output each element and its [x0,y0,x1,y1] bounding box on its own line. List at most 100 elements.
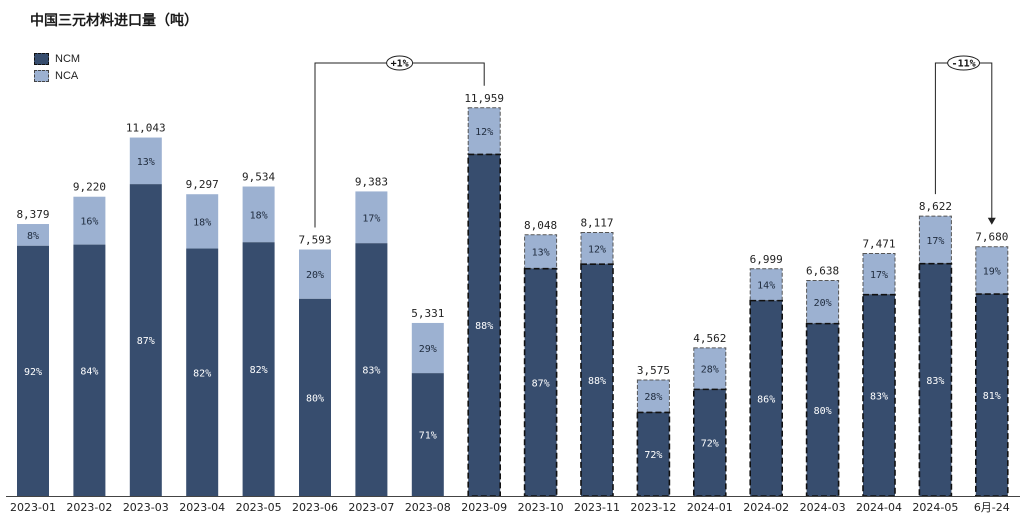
pct-label-ncm-2023-02: 84% [80,366,98,377]
pct-label-nca-2023-04: 18% [193,217,211,228]
pct-label-nca-2024-03: 20% [814,298,832,309]
total-label-2023-06: 7,593 [298,234,331,247]
x-tick-label-6月-24: 6月-24 [974,501,1010,514]
bar-ncm-2023-05 [242,242,275,496]
pct-label-nca-2023-08: 29% [419,344,437,355]
pct-label-ncm-2024-04: 83% [870,391,888,402]
bar-ncm-2024-05 [918,262,953,497]
bar-ncm-2023-06 [299,298,331,496]
total-label-2023-04: 9,297 [186,178,219,191]
pct-label-nca-2023-09: 12% [475,127,493,138]
bar-ncm-2023-02 [73,244,106,496]
bar-nca-2023-10 [524,234,558,270]
pct-label-nca-2023-05: 18% [250,210,268,221]
total-label-2023-07: 9,383 [355,175,388,188]
pct-label-ncm-2023-07: 83% [362,366,380,377]
pct-label-ncm-2023-06: 80% [306,393,324,404]
legend-swatch-nca [34,69,49,82]
bar-ncm-2023-12 [636,411,671,497]
x-tick-label-2023-05: 2023-05 [236,501,282,514]
pct-label-nca-2024-05: 17% [926,236,944,247]
bar-nca-2023-11 [580,232,614,265]
pct-label-nca-2023-03: 13% [137,157,155,168]
bar-nca-2023-03 [129,137,162,185]
x-tick-label-2023-01: 2023-01 [10,501,56,514]
bar-nca-2023-12 [636,379,670,413]
x-tick-label-2024-01: 2024-01 [687,501,733,514]
total-label-2023-05: 9,534 [242,171,275,184]
legend-swatch-ncm [34,52,49,65]
pct-label-nca-2023-07: 17% [362,213,380,224]
pct-label-ncm-2023-09: 88% [475,321,493,332]
x-tick-label-2023-12: 2023-12 [630,501,676,514]
bar-nca-2024-01 [693,347,727,390]
annotation-badge-plus1 [386,55,414,71]
bar-ncm-2024-04 [862,293,896,497]
legend-item-ncm: NCM [34,50,80,67]
pct-label-nca-2023-10: 13% [532,248,550,259]
total-label-2023-03: 11,043 [126,122,166,135]
pct-label-nca-2023-11: 12% [588,244,606,255]
pct-label-ncm-2023-04: 82% [193,368,211,379]
bar-ncm-2023-10 [523,267,558,497]
bar-ncm-2023-11 [580,263,614,497]
pct-label-ncm-2023-05: 82% [250,365,268,376]
bar-nca-2023-07 [355,191,388,244]
bar-ncm-2023-09 [467,153,502,497]
pct-label-ncm-2024-03: 80% [814,406,832,417]
pct-label-nca-2023-01: 8% [27,231,39,242]
annotation-arrowhead-minus11 [987,217,996,225]
legend-item-nca: NCA [34,67,80,84]
pct-label-nca-6月-24: 19% [983,266,1001,277]
pct-label-ncm-2023-12: 72% [644,450,662,461]
x-tick-label-2023-02: 2023-02 [66,501,112,514]
pct-label-nca-2024-01: 28% [701,365,719,376]
x-tick-label-2023-11: 2023-11 [574,501,620,514]
pct-label-nca-2023-12: 28% [644,392,662,403]
bar-ncm-2023-01 [17,245,49,496]
bar-nca-2024-04 [862,252,896,296]
x-tick-label-2023-03: 2023-03 [123,501,169,514]
pct-label-nca-2024-04: 17% [870,270,888,281]
pct-label-ncm-2023-10: 87% [532,378,550,389]
bar-ncm-2023-03 [129,184,162,496]
pct-label-ncm-2023-03: 87% [137,336,155,347]
bar-nca-2023-01 [17,224,49,246]
pct-label-ncm-2024-05: 83% [926,376,944,387]
bar-ncm-2023-07 [355,243,388,496]
bar-nca-2023-09 [467,107,501,155]
total-label-2023-02: 9,220 [73,181,106,194]
annotation-label-minus11: -11% [952,59,976,70]
x-tick-label-2023-09: 2023-09 [461,501,507,514]
x-tick-label-2024-04: 2024-04 [856,501,902,514]
bar-ncm-6月-24 [974,293,1009,497]
bar-nca-2023-05 [242,186,275,243]
total-label-2024-05: 8,622 [919,200,952,213]
pct-label-nca-2023-02: 16% [80,217,98,228]
total-label-2023-10: 8,048 [524,219,557,232]
total-label-6月-24: 7,680 [975,231,1008,244]
pct-label-nca-2024-02: 14% [757,281,775,292]
total-label-2024-01: 4,562 [693,332,726,345]
x-tick-label-2023-10: 2023-10 [518,501,564,514]
total-label-2024-03: 6,638 [806,265,839,278]
legend-label-nca: NCA [55,69,79,82]
total-label-2024-02: 6,999 [750,253,783,266]
chart-title: 中国三元材料进口量（吨） [30,13,198,29]
x-tick-label-2023-07: 2023-07 [348,501,394,514]
x-tick-label-2024-05: 2024-05 [912,501,958,514]
total-label-2023-11: 8,117 [580,217,613,230]
bar-ncm-2023-08 [411,373,444,496]
bar-ncm-2023-04 [186,248,219,496]
pct-label-ncm-6月-24: 81% [983,391,1001,402]
annotation-line-plus1 [314,62,485,228]
bar-nca-2023-04 [186,194,219,249]
x-tick-label-2024-03: 2024-03 [800,501,846,514]
bar-nca-2024-05 [918,215,952,265]
pct-label-ncm-2024-01: 72% [701,439,719,450]
x-tick-label-2024-02: 2024-02 [743,501,789,514]
annotation-line-minus11 [934,62,993,219]
total-label-2023-09: 11,959 [464,92,504,105]
pct-label-ncm-2023-08: 71% [419,431,437,442]
